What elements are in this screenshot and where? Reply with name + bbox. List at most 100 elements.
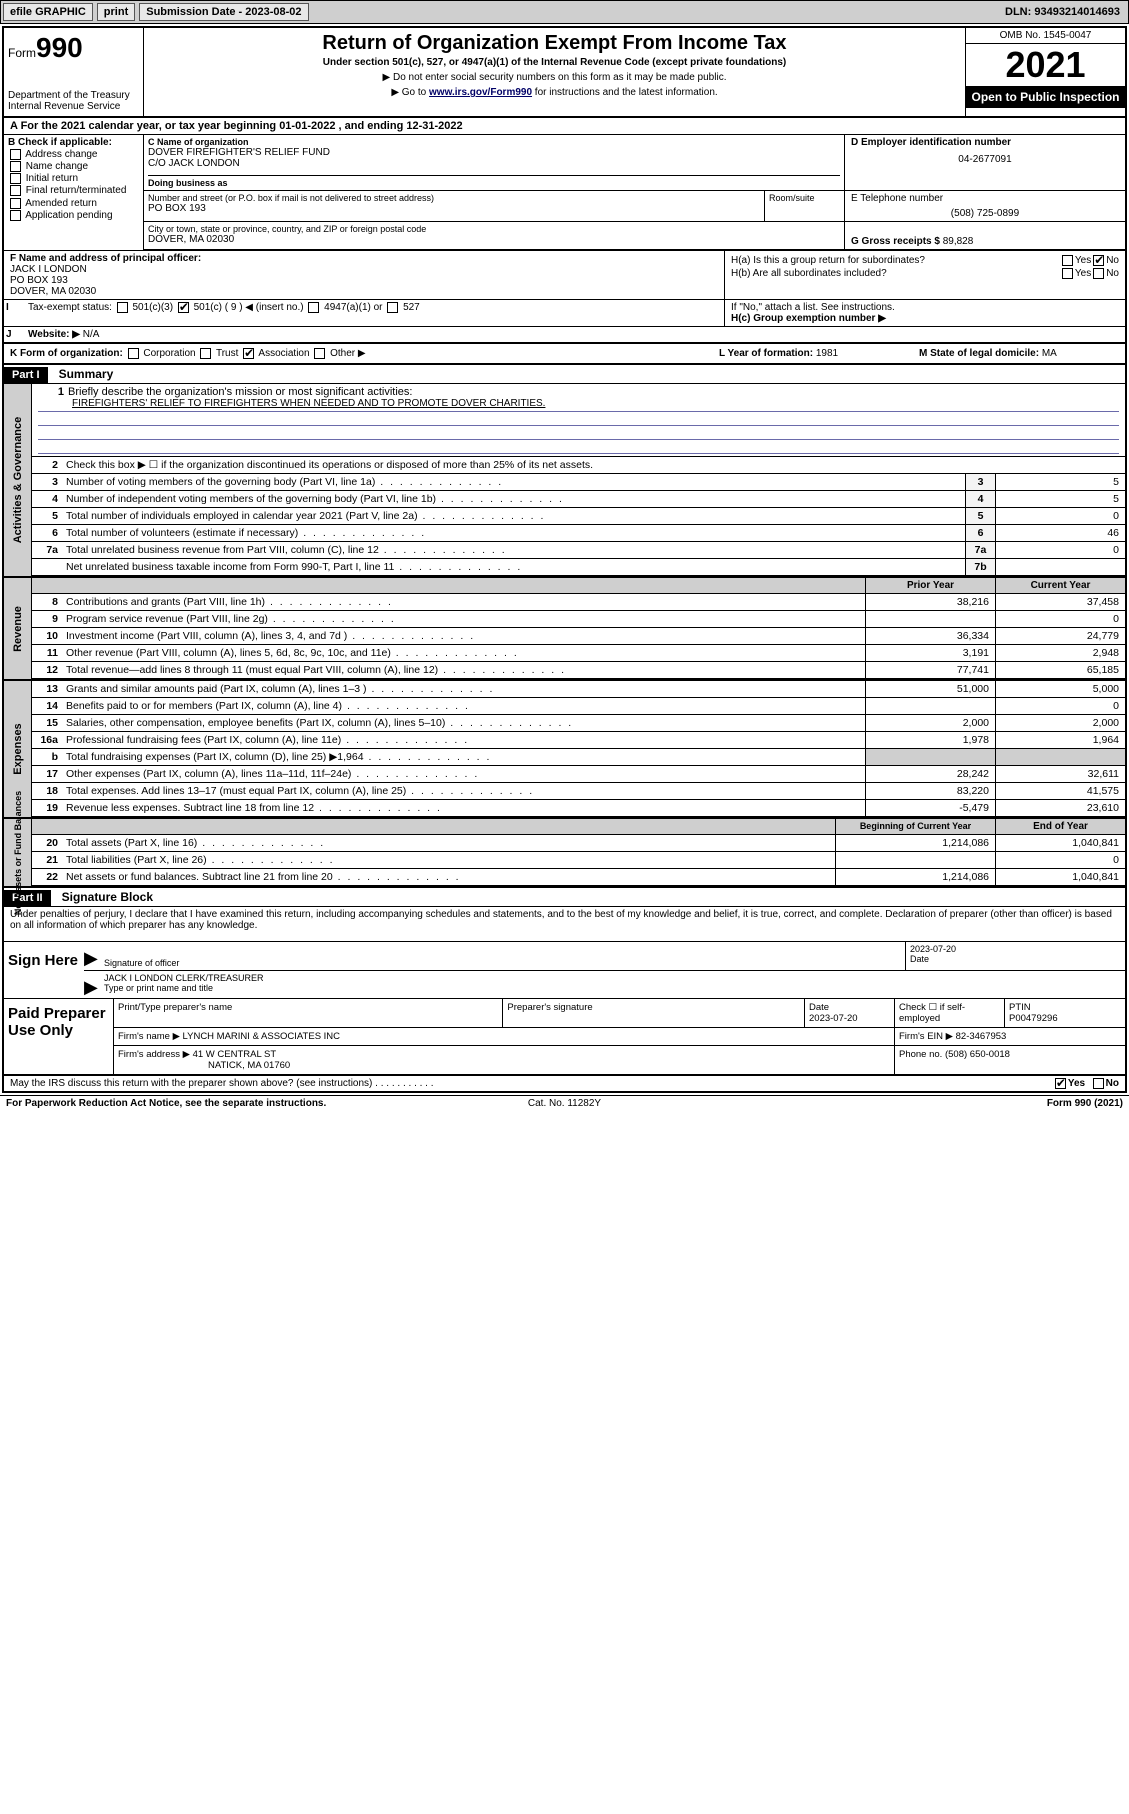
- ptin-val: P00479296: [1009, 1013, 1058, 1024]
- 4947-checkbox[interactable]: [308, 302, 319, 313]
- street-label: Number and street (or P.O. box if mail i…: [148, 193, 760, 203]
- line-desc: Investment income (Part VIII, column (A)…: [62, 628, 865, 644]
- prior-year-cell: 51,000: [865, 681, 995, 697]
- preparer-sig-hdr: Preparer's signature: [503, 999, 805, 1027]
- sig-name-title-label: Type or print name and title: [104, 983, 1121, 993]
- ha-no-label: No: [1106, 255, 1119, 266]
- row-i-label: I: [4, 300, 24, 326]
- 527-label: 527: [403, 302, 420, 313]
- telephone-label: E Telephone number: [851, 193, 1119, 204]
- hb-no-label: No: [1106, 268, 1119, 279]
- line-desc: Benefits paid to or for members (Part IX…: [62, 698, 865, 714]
- dln-label: DLN: 93493214014693: [999, 6, 1126, 18]
- paid-preparer-label: Paid Preparer Use Only: [4, 999, 114, 1074]
- footer-center: Cat. No. 11282Y: [378, 1098, 750, 1109]
- top-bar: efile GRAPHIC print Submission Date - 20…: [0, 0, 1129, 24]
- prior-year-cell: [865, 611, 995, 627]
- form-word: Form: [8, 46, 36, 60]
- line-num: 16a: [32, 732, 62, 748]
- current-year-hdr: Current Year: [995, 578, 1125, 593]
- ha-no-checkbox[interactable]: [1093, 255, 1104, 266]
- form-of-org-label: K Form of organization:: [10, 348, 123, 359]
- line-desc: Total expenses. Add lines 13–17 (must eq…: [62, 783, 865, 799]
- block-b-checkboxes: B Check if applicable: Address change Na…: [4, 135, 144, 250]
- prior-year-cell: 28,242: [865, 766, 995, 782]
- ha-yes-checkbox[interactable]: [1062, 255, 1073, 266]
- note2-post: for instructions and the latest informat…: [532, 87, 718, 98]
- line-box: 4: [965, 491, 995, 507]
- submission-date-button[interactable]: Submission Date - 2023-08-02: [139, 3, 308, 21]
- formorg-checkbox[interactable]: [128, 348, 139, 359]
- line-desc: Total number of volunteers (estimate if …: [62, 525, 965, 541]
- line-num: 14: [32, 698, 62, 714]
- prior-year-cell: 1,978: [865, 732, 995, 748]
- form-note2: ▶ Go to www.irs.gov/Form990 for instruct…: [148, 87, 961, 98]
- line-box: 7a: [965, 542, 995, 558]
- street-value: PO BOX 193: [148, 203, 760, 214]
- 501c-checkbox[interactable]: [178, 302, 189, 313]
- firm-addr1: 41 W CENTRAL ST: [193, 1049, 277, 1060]
- line-box: 6: [965, 525, 995, 541]
- current-year-cell: 24,779: [995, 628, 1125, 644]
- ein-value: 04-2677091: [851, 154, 1119, 165]
- form-note1: ▶ Do not enter social security numbers o…: [148, 72, 961, 83]
- efile-graphic-button[interactable]: efile GRAPHIC: [3, 3, 93, 21]
- block-b-item[interactable]: Amended return: [8, 198, 139, 209]
- line-desc: Net assets or fund balances. Subtract li…: [62, 869, 835, 885]
- line-num: 7a: [32, 542, 62, 558]
- formorg-checkbox[interactable]: [243, 348, 254, 359]
- formorg-checkbox[interactable]: [200, 348, 211, 359]
- note2-pre: ▶ Go to: [391, 87, 429, 98]
- line-num: 3: [32, 474, 62, 490]
- website-value: N/A: [83, 329, 100, 340]
- discuss-yes-checkbox[interactable]: [1055, 1078, 1066, 1089]
- line-desc: Total revenue—add lines 8 through 11 (mu…: [62, 662, 865, 678]
- block-b-item[interactable]: Address change: [8, 149, 139, 160]
- hb-yes-checkbox[interactable]: [1062, 268, 1073, 279]
- line-num: 20: [32, 835, 62, 851]
- 527-checkbox[interactable]: [387, 302, 398, 313]
- org-name-label: C Name of organization: [148, 137, 840, 147]
- ptin-hdr: PTIN: [1009, 1002, 1031, 1013]
- block-b-header: B Check if applicable:: [8, 137, 139, 148]
- line-num: 21: [32, 852, 62, 868]
- line-desc: Revenue less expenses. Subtract line 18 …: [62, 800, 865, 816]
- prior-year-cell: 3,191: [865, 645, 995, 661]
- line-num: 8: [32, 594, 62, 610]
- block-b-item[interactable]: Application pending: [8, 210, 139, 221]
- arrow-icon: ▶: [84, 971, 100, 998]
- line-num: b: [32, 749, 62, 765]
- line-value: 5: [995, 474, 1125, 490]
- formorg-checkbox[interactable]: [314, 348, 325, 359]
- firm-name-val: LYNCH MARINI & ASSOCIATES INC: [183, 1031, 340, 1042]
- line-desc: Total number of individuals employed in …: [62, 508, 965, 524]
- irs-link[interactable]: www.irs.gov/Form990: [429, 87, 532, 98]
- mission-text: FIREFIGHTERS' RELIEF TO FIREFIGHTERS WHE…: [38, 398, 1119, 412]
- firm-addr-lbl: Firm's address ▶: [118, 1049, 190, 1060]
- form-title: Return of Organization Exempt From Incom…: [148, 32, 961, 55]
- line-num: 10: [32, 628, 62, 644]
- prior-year-cell: -5,479: [865, 800, 995, 816]
- block-b-item[interactable]: Initial return: [8, 173, 139, 184]
- print-button[interactable]: print: [97, 3, 135, 21]
- current-year-cell: 1,040,841: [995, 869, 1125, 885]
- line-desc: Salaries, other compensation, employee b…: [62, 715, 865, 731]
- current-year-cell: 0: [995, 698, 1125, 714]
- dept-label: Department of the Treasury Internal Reve…: [8, 90, 139, 112]
- tax-exempt-label: Tax-exempt status:: [28, 302, 112, 313]
- footer-right: Form 990 (2021): [751, 1098, 1123, 1109]
- hb-label: H(b) Are all subordinates included?: [731, 268, 1060, 279]
- block-b-item[interactable]: Name change: [8, 161, 139, 172]
- current-year-cell: 2,948: [995, 645, 1125, 661]
- omb-number: OMB No. 1545-0047: [966, 28, 1125, 44]
- hb-no-checkbox[interactable]: [1093, 268, 1104, 279]
- 501c3-checkbox[interactable]: [117, 302, 128, 313]
- hb-note: If "No," attach a list. See instructions…: [731, 302, 1119, 313]
- current-year-cell: 23,610: [995, 800, 1125, 816]
- discuss-no-checkbox[interactable]: [1093, 1078, 1104, 1089]
- prior-year-cell: 77,741: [865, 662, 995, 678]
- block-b-item[interactable]: Final return/terminated: [8, 185, 139, 196]
- line-desc: Total unrelated business revenue from Pa…: [62, 542, 965, 558]
- hb-yes-label: Yes: [1075, 268, 1091, 279]
- room-suite-label: Room/suite: [765, 191, 845, 221]
